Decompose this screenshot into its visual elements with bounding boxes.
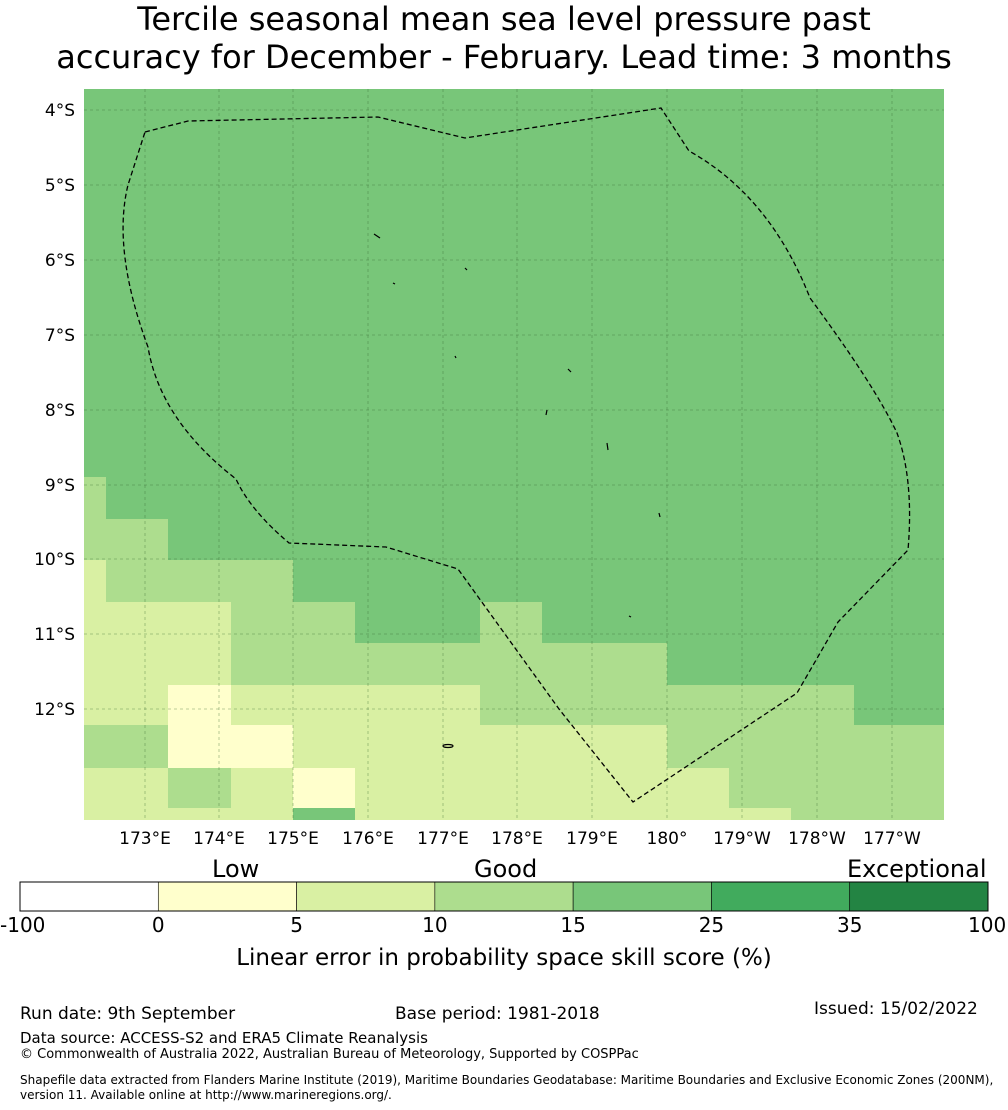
island: [628, 615, 632, 618]
latitude-labels: 4°S 5°S 6°S 7°S 8°S 9°S 10°S 11°S 12°S: [34, 101, 75, 720]
longitude-label: 176°E: [342, 829, 394, 849]
skill-cell: [84, 768, 168, 820]
longitude-label: 179°W: [713, 829, 771, 849]
skill-cell: [231, 685, 480, 725]
latitude-label: 7°S: [45, 326, 75, 346]
skill-cell: [480, 602, 542, 643]
category-good: Good: [474, 855, 538, 883]
skill-cell: [231, 725, 293, 768]
skill-cell: [106, 519, 168, 560]
colorbar-tick-label: 100: [968, 913, 1007, 937]
latitude-label: 8°S: [45, 401, 75, 421]
island: [454, 355, 457, 359]
latitude-label: 4°S: [45, 101, 75, 121]
category-low: Low: [212, 855, 260, 883]
skill-cell: [293, 725, 667, 768]
shapefile-credit-2: version 11. Available online at http://w…: [20, 1088, 392, 1102]
skill-cell: [729, 808, 791, 820]
colorbar-bin: [296, 881, 436, 912]
longitude-label: 174°E: [193, 829, 245, 849]
skill-cell: [84, 560, 106, 685]
skill-cell: [231, 768, 293, 808]
island: [373, 233, 381, 239]
island: [545, 409, 548, 416]
chart-title: Tercile seasonal mean sea level pressure…: [0, 0, 1008, 76]
colorbar-tick-label: -100: [0, 913, 46, 937]
skill-cell: [168, 685, 231, 768]
island: [567, 368, 572, 373]
latitude-label: 6°S: [45, 251, 75, 271]
skill-cell: [106, 685, 168, 725]
colorbar-label: Linear error in probability space skill …: [236, 945, 772, 971]
title-line-2: accuracy for December - February. Lead t…: [56, 38, 952, 76]
longitude-label: 173°E: [119, 829, 171, 849]
colorbar-bin: [19, 881, 159, 912]
colorbar-tick-label: 10: [422, 913, 448, 937]
issued-date: Issued: 15/02/2022: [814, 999, 978, 1019]
latitude-label: 9°S: [45, 476, 75, 496]
data-source: Data source: ACCESS-S2 and ERA5 Climate …: [20, 1029, 428, 1047]
base-period: Base period: 1981-2018: [395, 1004, 600, 1024]
skill-cell: [231, 643, 480, 685]
longitude-label: 177°E: [417, 829, 469, 849]
run-date: Run date: 9th September: [20, 1004, 236, 1024]
colorbar-tick-label: 35: [836, 913, 863, 937]
longitude-label: 179°E: [566, 829, 618, 849]
copyright: © Commonwealth of Australia 2022, Austra…: [20, 1047, 639, 1062]
longitude-label: 178°E: [491, 829, 543, 849]
latitude-label: 5°S: [45, 176, 75, 196]
skill-cell: [106, 560, 293, 602]
graticule: [84, 89, 944, 820]
latitude-label: 12°S: [34, 700, 75, 720]
colorbar-tick-label: 0: [151, 913, 165, 937]
colorbar-tick-label: 25: [698, 913, 725, 937]
skill-score-grid: [84, 89, 944, 820]
skill-cell: [168, 768, 231, 808]
latitude-label: 11°S: [34, 625, 75, 645]
longitude-label: 178°W: [788, 829, 846, 849]
skill-cell: [480, 643, 667, 685]
island: [464, 267, 468, 271]
latitude-label: 10°S: [34, 550, 75, 570]
skill-cell: [84, 477, 106, 560]
colorbar: [19, 881, 989, 912]
island: [442, 743, 454, 749]
colorbar-bin: [434, 881, 574, 912]
skill-cell: [355, 768, 729, 820]
eez-boundary: [122, 107, 911, 803]
skill-cell: [84, 725, 168, 768]
islands: [373, 233, 661, 749]
colorbar-bin: [157, 881, 297, 912]
island: [392, 282, 396, 285]
skill-cell: [168, 808, 293, 820]
colorbar-frame: [19, 881, 989, 912]
longitude-label: 175°E: [267, 829, 319, 849]
skill-cell: [231, 602, 355, 643]
skill-cell: [106, 602, 231, 685]
colorbar-bin: [711, 881, 851, 912]
shapefile-credit-1: Shapefile data extracted from Flanders M…: [20, 1073, 994, 1087]
longitude-label: 180°: [647, 829, 688, 849]
longitude-label: 177°W: [863, 829, 921, 849]
colorbar-tick-label: 15: [560, 913, 586, 937]
category-exceptional: Exceptional: [847, 855, 987, 883]
colorbar-tick-label: 5: [290, 913, 303, 937]
skill-cell: [84, 685, 106, 725]
skill-cell: [293, 768, 355, 808]
skill-cell: [480, 685, 854, 725]
island: [658, 512, 661, 518]
colorbar-bin: [572, 881, 712, 912]
title-line-1: Tercile seasonal mean sea level pressure…: [137, 0, 871, 38]
island: [606, 442, 609, 451]
longitude-labels: 173°E 174°E 175°E 176°E 177°E 178°E 179°E 180° 1…: [119, 829, 921, 849]
colorbar-bin: [849, 881, 989, 912]
